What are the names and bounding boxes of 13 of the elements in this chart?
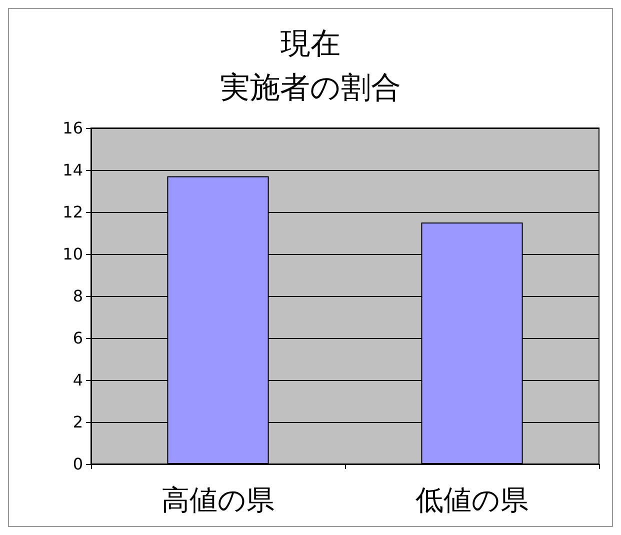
y-tick-label: 14 xyxy=(62,160,83,180)
y-tick-label: 0 xyxy=(72,454,83,474)
chart-subtitle: 実施者の割合 xyxy=(220,70,401,106)
y-tick-label: 4 xyxy=(72,370,83,390)
x-tick-label: 低値の県 xyxy=(416,484,528,516)
x-tick-label: 高値の県 xyxy=(162,484,274,516)
y-tick-label: 2 xyxy=(72,412,83,432)
chart-title: 現在 xyxy=(280,26,340,62)
y-tick-label: 12 xyxy=(62,202,83,222)
y-tick-label: 8 xyxy=(72,286,83,306)
y-tick-label: 10 xyxy=(62,244,83,264)
y-tick-label: 16 xyxy=(62,118,83,138)
y-tick-label: 6 xyxy=(72,328,83,348)
